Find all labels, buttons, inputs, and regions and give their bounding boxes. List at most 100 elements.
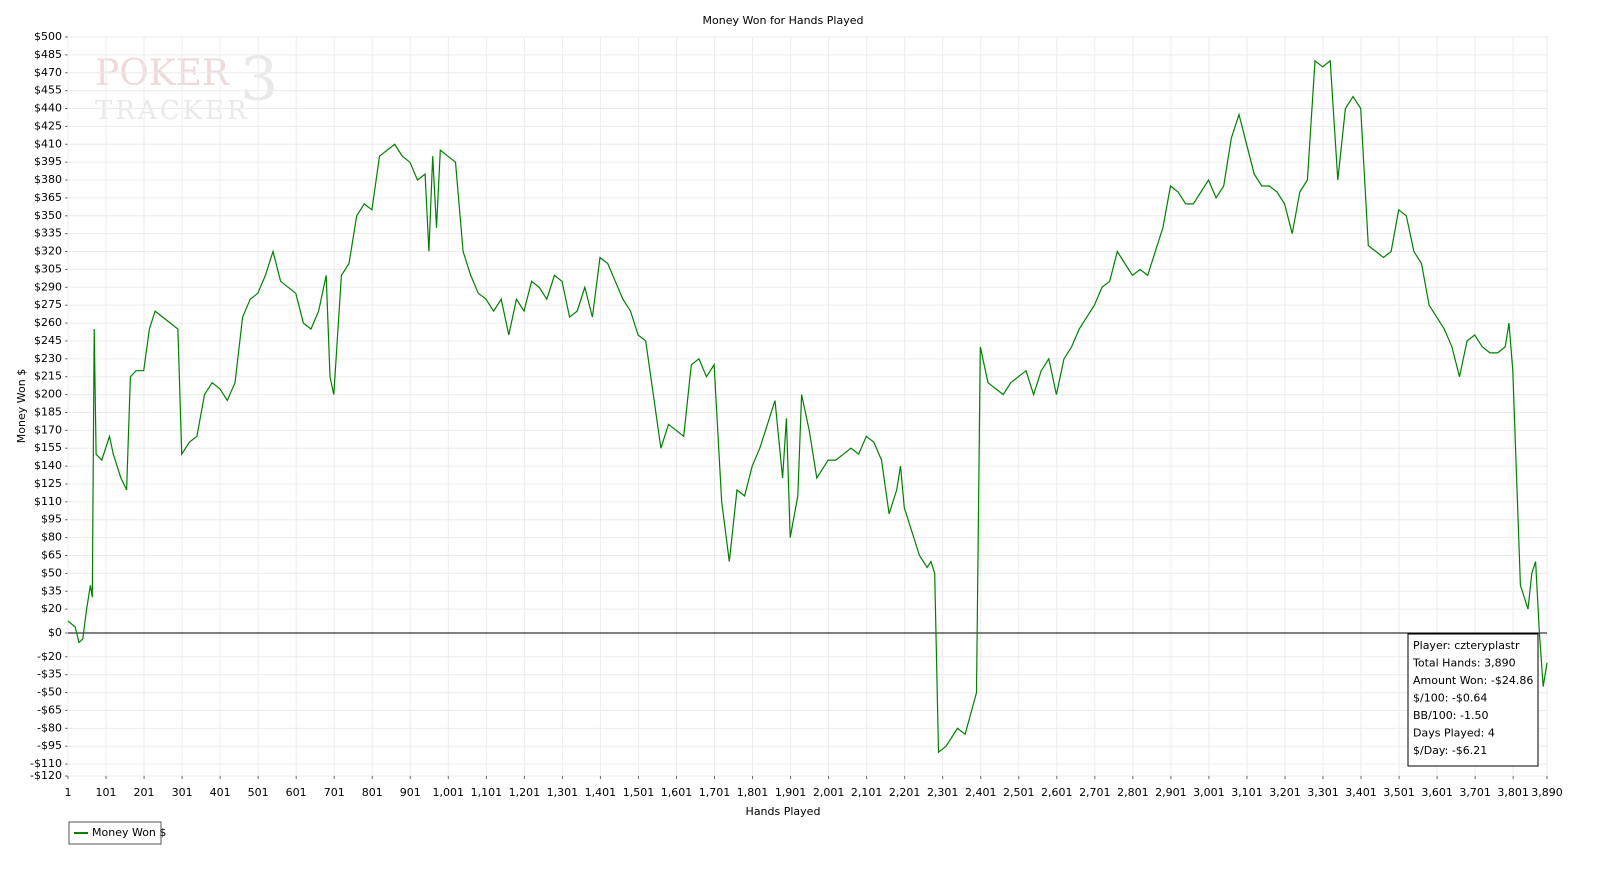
- x-tick-label: 1,101: [471, 786, 503, 799]
- x-tick-label: 2,201: [889, 786, 921, 799]
- y-tick-label: $380: [34, 173, 62, 186]
- info-box: [1407, 633, 1539, 767]
- y-tick-label: $365: [34, 191, 62, 204]
- x-tick-label: 601: [286, 786, 307, 799]
- y-tick-label: $125: [34, 477, 62, 490]
- x-tick-label: 3,101: [1231, 786, 1263, 799]
- x-tick-label: 1,001: [433, 786, 465, 799]
- x-axis-label: Hands Played: [746, 805, 821, 818]
- x-tick-label: 401: [210, 786, 231, 799]
- x-tick-label: 3,001: [1193, 786, 1225, 799]
- x-tick-label: 3,801: [1497, 786, 1529, 799]
- x-tick-label: 3,301: [1307, 786, 1339, 799]
- info-text: $/100: -$0.64: [1413, 692, 1487, 705]
- y-tick-label: $95: [41, 513, 62, 526]
- x-tick-label: 2,301: [927, 786, 959, 799]
- x-tick-label: 801: [362, 786, 383, 799]
- y-tick-label: $305: [34, 262, 62, 275]
- y-tick-label: -$80: [37, 721, 62, 734]
- x-tick-label: 2,601: [1041, 786, 1073, 799]
- x-tick-label: 3,701: [1459, 786, 1491, 799]
- x-tick-label: 1,801: [737, 786, 769, 799]
- y-tick-label: -$110: [30, 757, 62, 770]
- y-tick-label: $80: [41, 531, 62, 544]
- y-tick-label: $65: [41, 548, 62, 561]
- y-tick-label: $500: [34, 30, 62, 43]
- x-tick-label: 101: [96, 786, 117, 799]
- y-tick-label: $230: [34, 352, 62, 365]
- y-tick-label: $140: [34, 459, 62, 472]
- x-tick-label: 3,401: [1345, 786, 1377, 799]
- y-tick-label: -$35: [37, 668, 62, 681]
- y-tick-label: $200: [34, 388, 62, 401]
- y-tick-label: -$95: [37, 739, 62, 752]
- y-tick-label: $50: [41, 566, 62, 579]
- y-tick-label: $425: [34, 119, 62, 132]
- x-tick-label: 1,401: [585, 786, 617, 799]
- y-tick-label: $185: [34, 405, 62, 418]
- y-tick-label: $245: [34, 334, 62, 347]
- x-tick-label: 201: [134, 786, 155, 799]
- y-tick-label: $0: [48, 626, 62, 639]
- x-tick-label: 3,501: [1383, 786, 1415, 799]
- y-tick-label: $335: [34, 227, 62, 240]
- x-tick-label: 2,501: [1003, 786, 1035, 799]
- y-tick-label: $320: [34, 245, 62, 258]
- y-tick-label: $155: [34, 441, 62, 454]
- x-tick-label: 301: [172, 786, 193, 799]
- x-tick-label: 1,501: [623, 786, 655, 799]
- y-tick-label: -$120: [30, 769, 62, 782]
- info-text: Days Played: 4: [1413, 727, 1495, 740]
- logo-mark: 3: [240, 45, 278, 115]
- x-tick-label: 2,001: [813, 786, 845, 799]
- y-tick-label: $35: [41, 584, 62, 597]
- y-tick-label: $215: [34, 370, 62, 383]
- x-tick-label: 3,601: [1421, 786, 1453, 799]
- info-text: $/Day: -$6.21: [1413, 744, 1487, 757]
- y-tick-label: $260: [34, 316, 62, 329]
- x-tick-label: 901: [400, 786, 421, 799]
- y-tick-label: -$50: [37, 686, 62, 699]
- logo-text: POKER: [95, 53, 230, 94]
- y-tick-label: $110: [34, 495, 62, 508]
- x-tick-label: 701: [324, 786, 345, 799]
- x-tick-label: 1,901: [775, 786, 807, 799]
- legend-label: Money Won $: [92, 826, 166, 839]
- y-tick-label: $440: [34, 102, 62, 115]
- data-line: [67, 59, 1548, 754]
- y-tick-label: $485: [34, 48, 62, 61]
- y-tick-label: $350: [34, 209, 62, 222]
- chart-title: Money Won for Hands Played: [703, 14, 864, 27]
- y-tick-label: $275: [34, 298, 62, 311]
- plot-area: [67, 36, 1548, 777]
- x-tick-label: 1,601: [661, 786, 693, 799]
- y-axis-label: Money Won $: [15, 369, 28, 443]
- x-tick-label: 2,101: [851, 786, 883, 799]
- y-tick-label: $20: [41, 602, 62, 615]
- x-tick-label: 3,890: [1531, 786, 1563, 799]
- y-tick-label: -$65: [37, 703, 62, 716]
- info-text: BB/100: -1.50: [1413, 709, 1488, 722]
- info-text: Amount Won: -$24.86: [1413, 674, 1533, 687]
- watermark: POKER TRACKER 3: [95, 45, 278, 126]
- logo-text: TRACKER: [95, 96, 250, 126]
- y-tick-label: $410: [34, 137, 62, 150]
- y-tick-label: $290: [34, 280, 62, 293]
- y-tick-label: $470: [34, 66, 62, 79]
- info-text: Total Hands: 3,890: [1412, 657, 1516, 670]
- x-tick-label: 1,301: [547, 786, 579, 799]
- x-tick-label: 2,901: [1155, 786, 1187, 799]
- y-tick-label: -$20: [37, 650, 62, 663]
- y-tick-label: $170: [34, 423, 62, 436]
- info-text: Player: czteryplastr: [1413, 639, 1520, 652]
- x-tick-label: 1,701: [699, 786, 731, 799]
- legend-box: [68, 821, 162, 845]
- x-tick-label: 501: [248, 786, 269, 799]
- x-tick-label: 2,801: [1117, 786, 1149, 799]
- x-tick-label: 2,701: [1079, 786, 1111, 799]
- x-tick-label: 1: [65, 786, 72, 799]
- y-tick-label: $395: [34, 155, 62, 168]
- x-tick-label: 1,201: [509, 786, 541, 799]
- x-tick-label: 3,201: [1269, 786, 1301, 799]
